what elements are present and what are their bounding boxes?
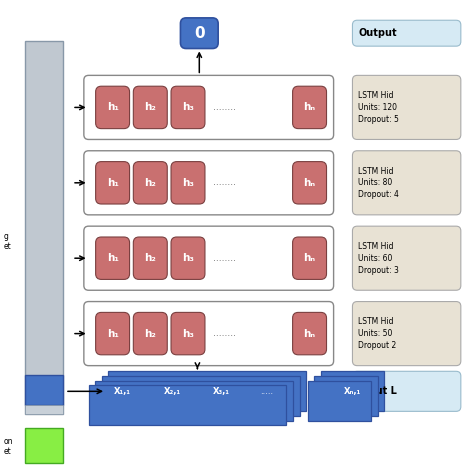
FancyBboxPatch shape <box>84 301 334 365</box>
FancyBboxPatch shape <box>84 75 334 139</box>
Text: X₁,₁: X₁,₁ <box>114 387 131 396</box>
Text: h₂: h₂ <box>145 102 156 112</box>
Text: h₁: h₁ <box>107 253 118 263</box>
Bar <box>25 41 63 414</box>
FancyBboxPatch shape <box>171 162 205 204</box>
Text: h₂: h₂ <box>145 178 156 188</box>
Text: g
et: g et <box>4 232 11 251</box>
FancyBboxPatch shape <box>84 151 334 215</box>
Bar <box>321 371 384 411</box>
Text: LSTM Hid
Units: 50
Dropout 2: LSTM Hid Units: 50 Dropout 2 <box>358 317 396 350</box>
FancyBboxPatch shape <box>171 312 205 355</box>
Text: hₙ: hₙ <box>303 178 316 188</box>
Bar <box>89 385 286 426</box>
FancyBboxPatch shape <box>96 162 129 204</box>
Text: Input L: Input L <box>358 386 397 396</box>
FancyBboxPatch shape <box>292 162 327 204</box>
FancyBboxPatch shape <box>133 86 167 128</box>
Text: ........: ........ <box>213 178 237 187</box>
Text: Output: Output <box>358 28 397 38</box>
FancyBboxPatch shape <box>84 226 334 290</box>
FancyBboxPatch shape <box>353 226 461 290</box>
Text: h₃: h₃ <box>182 328 194 338</box>
FancyBboxPatch shape <box>133 237 167 279</box>
Text: hₙ: hₙ <box>303 328 316 338</box>
Text: ........: ........ <box>213 329 237 338</box>
Text: h₃: h₃ <box>182 253 194 263</box>
Text: h₂: h₂ <box>145 253 156 263</box>
Text: h₁: h₁ <box>107 328 118 338</box>
Bar <box>314 376 378 416</box>
Text: ........: ........ <box>213 103 237 112</box>
Text: h₁: h₁ <box>107 178 118 188</box>
Text: Xₙ,₁: Xₙ,₁ <box>344 387 361 396</box>
FancyBboxPatch shape <box>353 20 461 46</box>
Bar <box>109 371 306 411</box>
Bar <box>95 381 293 421</box>
Text: h₂: h₂ <box>145 328 156 338</box>
FancyBboxPatch shape <box>171 237 205 279</box>
Text: LSTM Hid
Units: 60
Dropout: 3: LSTM Hid Units: 60 Dropout: 3 <box>358 242 399 274</box>
Text: LSTM Hid
Units: 80
Dropout: 4: LSTM Hid Units: 80 Dropout: 4 <box>358 166 399 199</box>
Text: LSTM Hid
Units: 120
Dropout: 5: LSTM Hid Units: 120 Dropout: 5 <box>358 91 399 124</box>
FancyBboxPatch shape <box>292 312 327 355</box>
FancyBboxPatch shape <box>96 312 129 355</box>
FancyBboxPatch shape <box>292 237 327 279</box>
FancyBboxPatch shape <box>353 151 461 215</box>
FancyBboxPatch shape <box>96 237 129 279</box>
Bar <box>25 405 63 414</box>
FancyBboxPatch shape <box>353 301 461 365</box>
FancyBboxPatch shape <box>133 312 167 355</box>
Text: h₁: h₁ <box>107 102 118 112</box>
FancyBboxPatch shape <box>171 86 205 128</box>
Bar <box>102 376 300 416</box>
FancyBboxPatch shape <box>96 86 129 128</box>
FancyBboxPatch shape <box>181 18 218 48</box>
Text: X₂,₁: X₂,₁ <box>164 387 181 396</box>
Text: X₃,₁: X₃,₁ <box>213 387 230 396</box>
Bar <box>308 381 371 421</box>
Text: .....: ..... <box>260 387 273 396</box>
Text: h₃: h₃ <box>182 102 194 112</box>
FancyBboxPatch shape <box>353 75 461 139</box>
Text: on
et: on et <box>4 437 13 456</box>
FancyBboxPatch shape <box>133 162 167 204</box>
FancyBboxPatch shape <box>292 86 327 128</box>
Text: h₃: h₃ <box>182 178 194 188</box>
Bar <box>25 374 63 405</box>
Text: hₙ: hₙ <box>303 102 316 112</box>
Text: ........: ........ <box>213 254 237 263</box>
Bar <box>25 428 63 463</box>
Text: hₙ: hₙ <box>303 253 316 263</box>
Text: 0: 0 <box>194 26 205 41</box>
FancyBboxPatch shape <box>353 371 461 411</box>
